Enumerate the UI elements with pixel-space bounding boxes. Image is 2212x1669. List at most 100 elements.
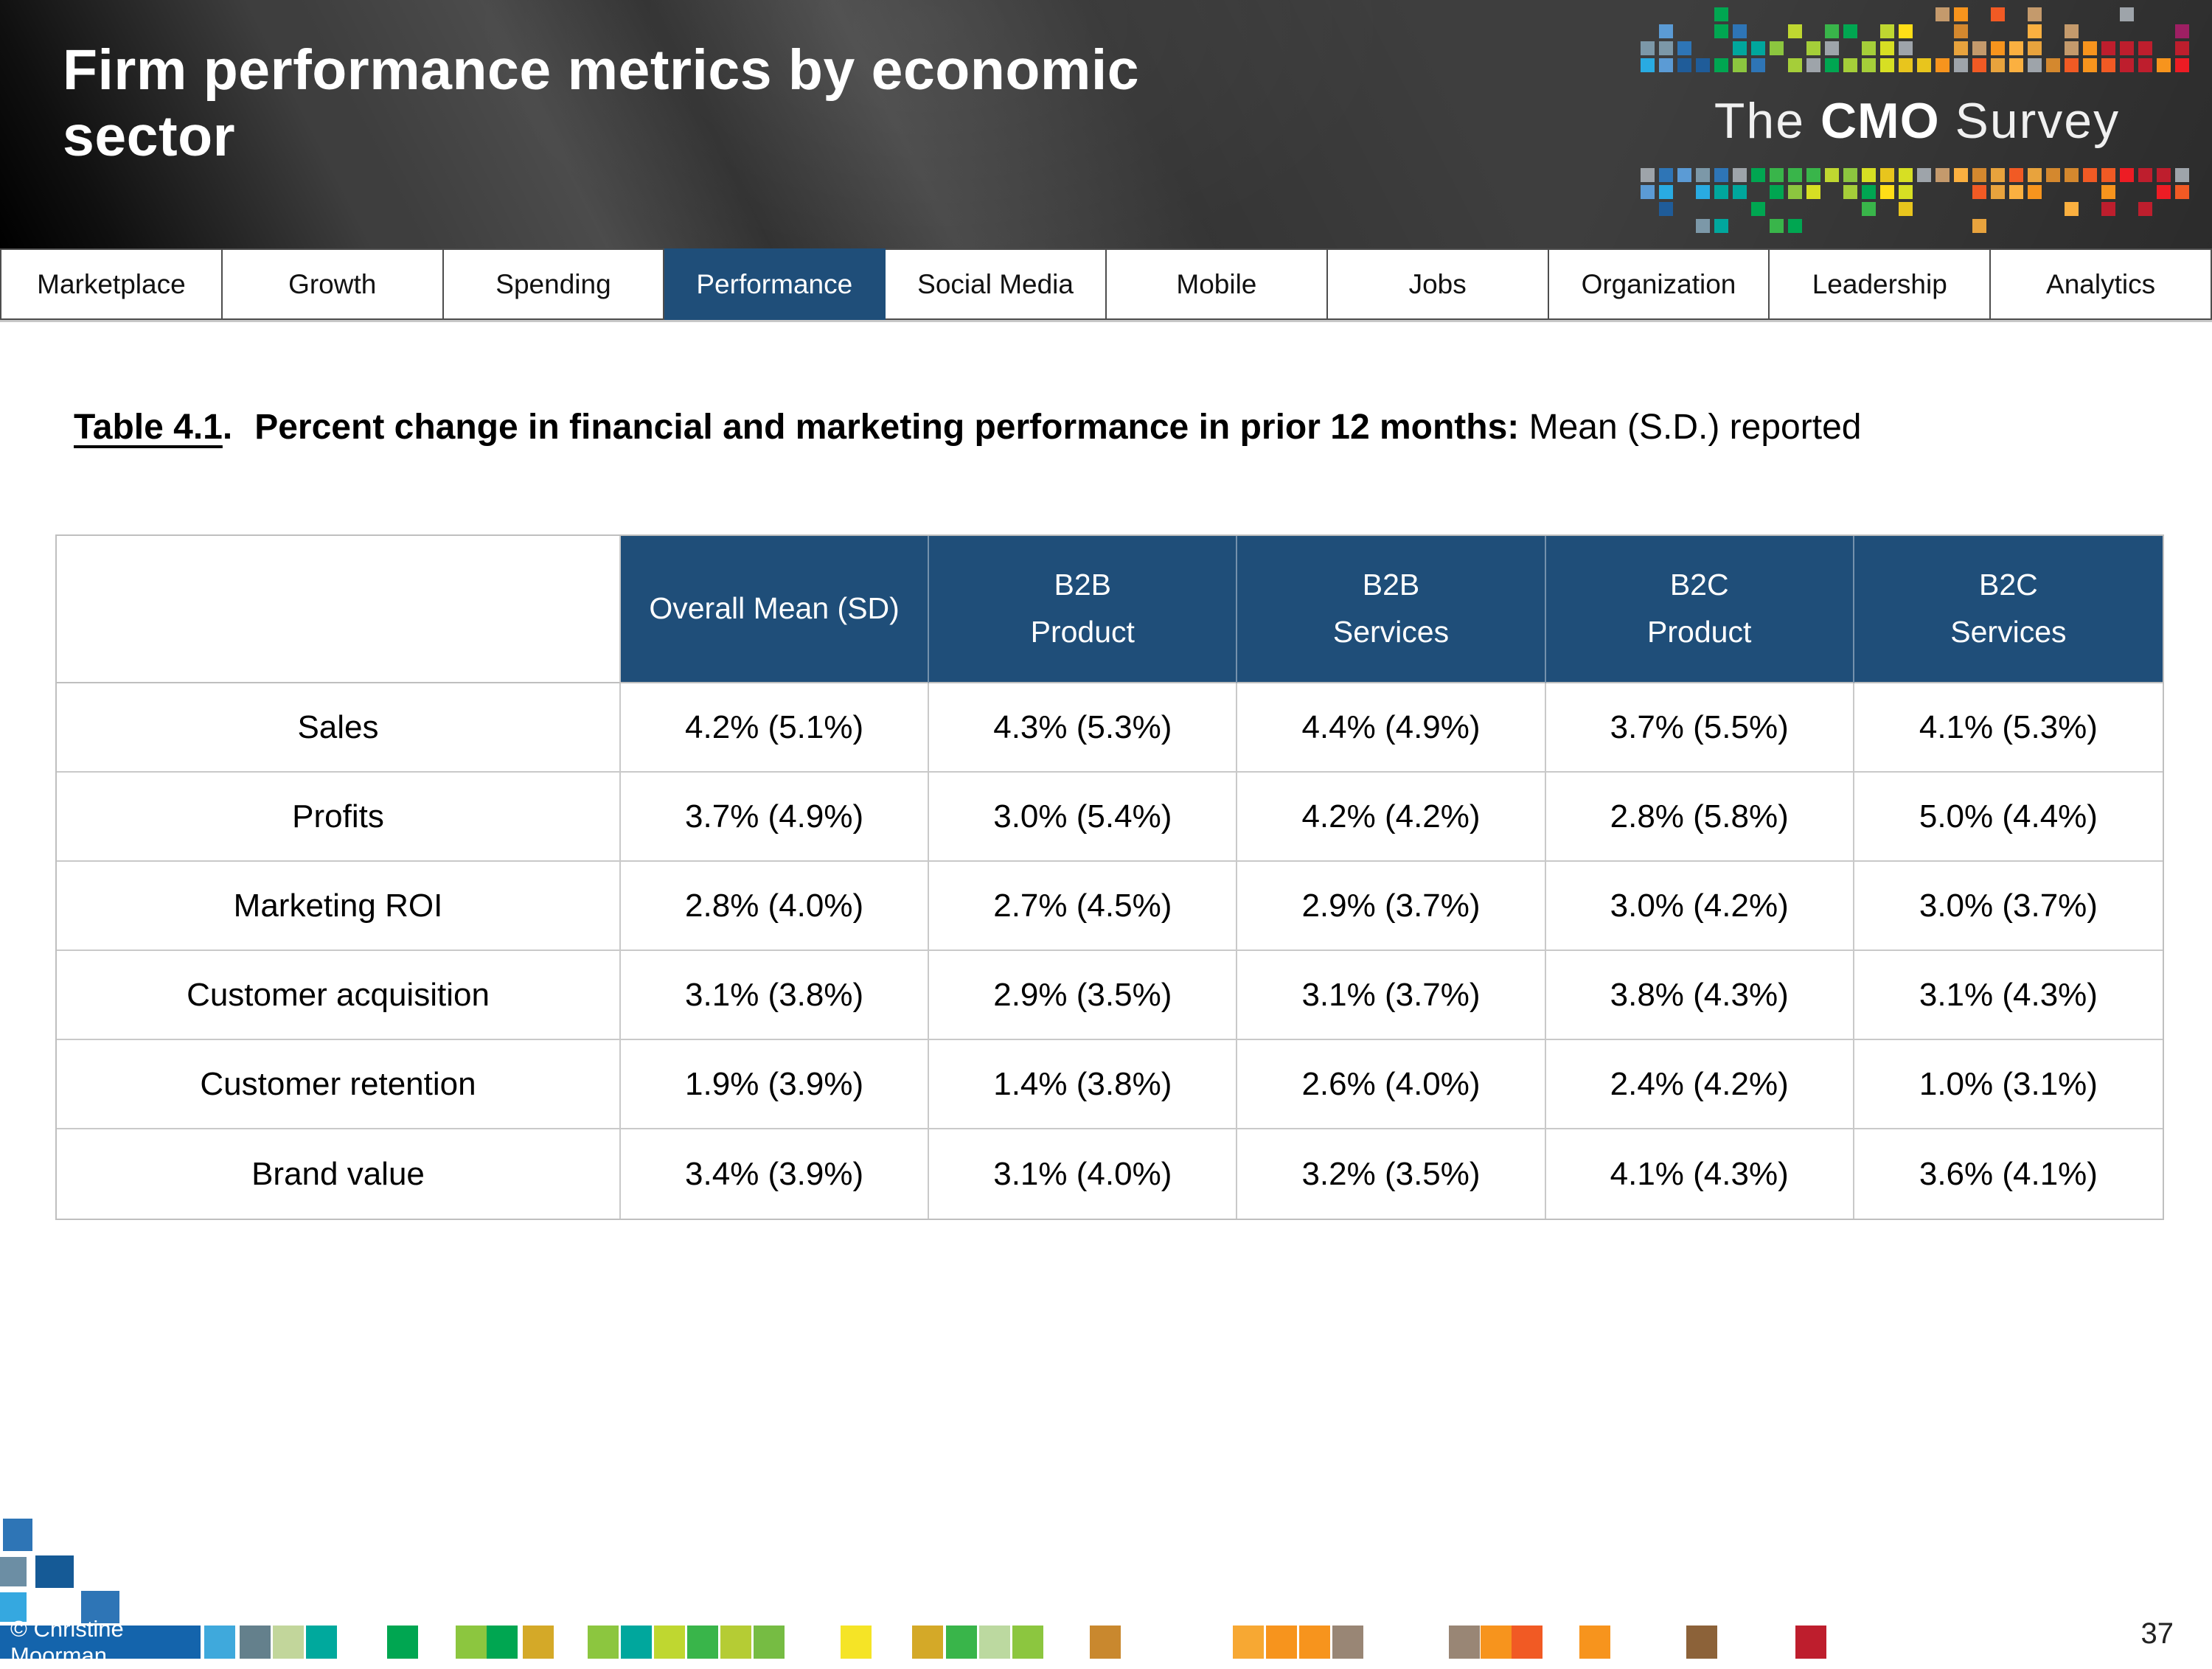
mosaic-square bbox=[1659, 202, 1673, 216]
mosaic-square bbox=[2083, 41, 2097, 55]
table-cell: 3.1% (4.0%) bbox=[929, 1129, 1238, 1219]
mosaic-square bbox=[1880, 24, 1894, 38]
table-cell: 1.9% (3.9%) bbox=[621, 1040, 930, 1129]
strip-mosaic-square bbox=[204, 1626, 235, 1659]
mosaic-square bbox=[1825, 41, 1839, 55]
tab-marketplace[interactable]: Marketplace bbox=[0, 248, 223, 320]
mosaic-square bbox=[1899, 24, 1913, 38]
performance-table: Overall Mean (SD) B2B Product B2B Services B2… bbox=[55, 534, 2164, 1220]
mosaic-square bbox=[1843, 24, 1857, 38]
mosaic-square bbox=[1935, 168, 1950, 182]
mosaic-square bbox=[2028, 7, 2042, 21]
mosaic-square bbox=[1862, 185, 1876, 199]
table-cell: 2.8% (4.0%) bbox=[621, 862, 930, 951]
tab-mobile[interactable]: Mobile bbox=[1106, 248, 1328, 320]
mosaic-square bbox=[1880, 185, 1894, 199]
tab-performance[interactable]: Performance bbox=[664, 248, 886, 320]
mosaic-square bbox=[1788, 185, 1802, 199]
mosaic-square bbox=[2065, 58, 2079, 72]
mosaic-square bbox=[2046, 168, 2060, 182]
mosaic-square bbox=[2101, 58, 2115, 72]
table-cell: 3.8% (4.3%) bbox=[1545, 951, 1854, 1040]
mosaic-square bbox=[1714, 185, 1728, 199]
tab-jobs[interactable]: Jobs bbox=[1327, 248, 1549, 320]
tab-leadership[interactable]: Leadership bbox=[1770, 248, 1992, 320]
corner-mosaic-square bbox=[0, 1557, 27, 1586]
mosaic-square bbox=[1788, 58, 1802, 72]
mosaic-square bbox=[1954, 58, 1968, 72]
table-cell: 3.1% (3.7%) bbox=[1237, 951, 1546, 1040]
tab-spending[interactable]: Spending bbox=[443, 248, 665, 320]
copyright-badge: © Christine Moorman bbox=[0, 1616, 201, 1668]
strip-mosaic-square bbox=[621, 1626, 652, 1659]
strip-mosaic-square bbox=[588, 1626, 619, 1659]
strip-mosaic-square bbox=[841, 1626, 872, 1659]
tab-bar: Marketplace Growth Spending Performance Soci… bbox=[0, 248, 2212, 322]
tab-analytics[interactable]: Analytics bbox=[1991, 248, 2212, 320]
logo-word-survey: Survey bbox=[1939, 93, 2121, 149]
mosaic-square bbox=[1751, 58, 1765, 72]
table-cell: 3.7% (4.9%) bbox=[621, 773, 930, 862]
table-cell: 3.0% (3.7%) bbox=[1854, 862, 2163, 951]
mosaic-square bbox=[2157, 58, 2171, 72]
mosaic-square bbox=[1641, 185, 1655, 199]
tab-social-media[interactable]: Social Media bbox=[886, 248, 1107, 320]
table-row-label: Marketing ROI bbox=[57, 862, 621, 951]
tab-organization[interactable]: Organization bbox=[1548, 248, 1770, 320]
mosaic-square bbox=[1677, 41, 1691, 55]
mosaic-square bbox=[1825, 168, 1839, 182]
strip-mosaic-square bbox=[306, 1626, 337, 1659]
mosaic-square bbox=[1659, 185, 1673, 199]
strip-mosaic-square bbox=[979, 1626, 1010, 1659]
mosaic-square bbox=[1991, 58, 2005, 72]
mosaic-square bbox=[1696, 219, 1710, 233]
table-row-label: Profits bbox=[57, 773, 621, 862]
mosaic-square bbox=[1641, 58, 1655, 72]
page-title-line1: Firm performance metrics by economic bbox=[63, 38, 1140, 102]
slide-header: Firm performance metrics by economic sec… bbox=[0, 0, 2212, 248]
mosaic-square bbox=[1714, 219, 1728, 233]
table-cell: 4.3% (5.3%) bbox=[929, 683, 1238, 773]
table-caption-bold: Percent change in financial and marketin… bbox=[254, 408, 1520, 447]
mosaic-square bbox=[1806, 168, 1820, 182]
table-cell: 4.2% (5.1%) bbox=[621, 683, 930, 773]
mosaic-square bbox=[1659, 58, 1673, 72]
strip-mosaic-square bbox=[240, 1626, 271, 1659]
mosaic-square bbox=[1899, 41, 1913, 55]
mosaic-square bbox=[2175, 168, 2189, 182]
tab-growth[interactable]: Growth bbox=[222, 248, 444, 320]
mosaic-square bbox=[1641, 41, 1655, 55]
table-row-label: Brand value bbox=[57, 1129, 621, 1219]
mosaic-square bbox=[1972, 58, 1986, 72]
mosaic-square bbox=[1770, 185, 1784, 199]
mosaic-square bbox=[2157, 168, 2171, 182]
mosaic-square bbox=[1659, 41, 1673, 55]
logo-word-the: The bbox=[1714, 93, 1820, 149]
mosaic-square bbox=[1880, 41, 1894, 55]
strip-mosaic-square bbox=[1795, 1626, 1826, 1659]
mosaic-square bbox=[1935, 7, 1950, 21]
mosaic-square bbox=[1862, 41, 1876, 55]
mosaic-square bbox=[2138, 41, 2152, 55]
mosaic-square bbox=[2009, 58, 2023, 72]
page-title-line2: sector bbox=[63, 105, 236, 169]
mosaic-square bbox=[2157, 185, 2171, 199]
strip-mosaic-square bbox=[654, 1626, 685, 1659]
strip-mosaic-square bbox=[946, 1626, 977, 1659]
mosaic-square bbox=[1677, 168, 1691, 182]
strip-mosaic-square bbox=[1233, 1626, 1264, 1659]
mosaic-square bbox=[1677, 58, 1691, 72]
mosaic-square bbox=[1954, 168, 1968, 182]
mosaic-square bbox=[2028, 41, 2042, 55]
table-cell: 4.1% (4.3%) bbox=[1546, 1129, 1854, 1219]
table-cell: 2.9% (3.7%) bbox=[1237, 862, 1546, 951]
table-caption-normal: Mean (S.D.) reported bbox=[1519, 408, 1862, 447]
mosaic-square bbox=[1806, 58, 1820, 72]
mosaic-square bbox=[1880, 168, 1894, 182]
mosaic-square bbox=[2138, 168, 2152, 182]
mosaic-square bbox=[2120, 168, 2134, 182]
corner-mosaic-square bbox=[35, 1555, 74, 1588]
table-cell: 2.6% (4.0%) bbox=[1237, 1040, 1546, 1129]
mosaic-square bbox=[2120, 58, 2134, 72]
table-cell: 5.0% (4.4%) bbox=[1854, 773, 2163, 862]
